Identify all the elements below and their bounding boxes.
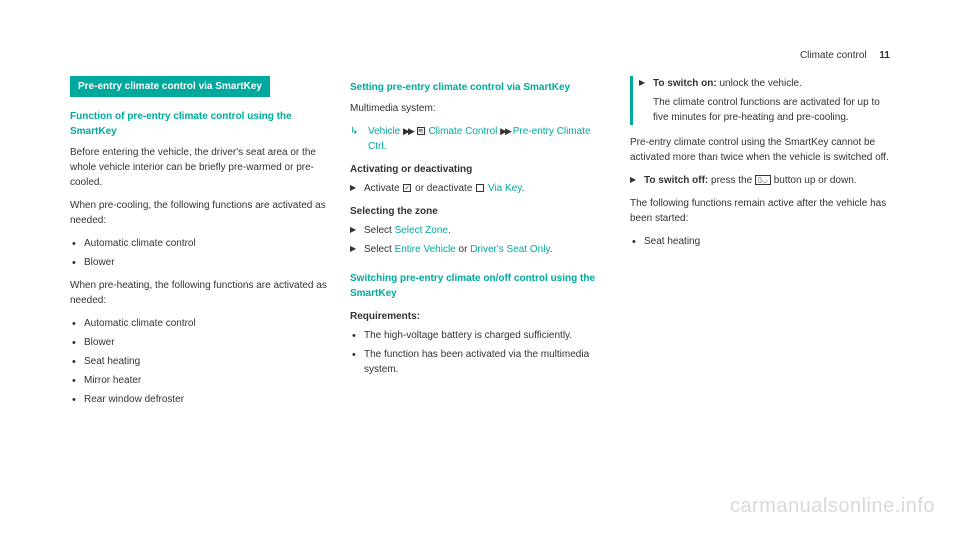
list-item: Seat heating [70, 354, 330, 369]
list-item: The function has been activated via the … [350, 347, 610, 377]
period: . [448, 225, 451, 236]
bullet-list: Seat heating [630, 234, 890, 249]
bullet-list: Automatic climate control Blower Seat he… [70, 316, 330, 407]
list-item: Rear window defroster [70, 392, 330, 407]
column-2: Setting pre-entry climate control via Sm… [350, 76, 610, 415]
column-1: Pre-entry climate control via SmartKey F… [70, 76, 330, 415]
list-item: Blower [70, 335, 330, 350]
step-text: press the [708, 175, 755, 186]
teal-accent-bar [630, 76, 633, 125]
list-item: Seat heating [630, 234, 890, 249]
period: . [550, 244, 553, 255]
menu-option: Entire Vehicle [395, 244, 456, 255]
list-item: Automatic climate control [70, 316, 330, 331]
seat-heat-button-icon: ▯◡ [755, 175, 771, 185]
page-header: Climate control 11 [70, 50, 890, 61]
list-item: Automatic climate control [70, 236, 330, 251]
subheading: Switching pre-entry climate on/off contr… [350, 271, 610, 301]
paragraph: Before entering the vehicle, the driver'… [70, 145, 330, 190]
step-text: Select [364, 244, 395, 255]
unchecked-box-icon [476, 184, 484, 192]
page-number: 11 [879, 50, 890, 61]
instruction-step: Select Select Zone. [350, 223, 610, 238]
instruction-step: To switch off: press the ▯◡ button up or… [630, 173, 890, 188]
note-detail: The climate control functions are activa… [639, 95, 890, 125]
paragraph: Multimedia system: [350, 101, 610, 116]
menu-option: Select Zone [395, 225, 448, 236]
bullet-list: Automatic climate control Blower [70, 236, 330, 270]
menu-option: Via Key [488, 183, 522, 194]
step-text: Select [364, 225, 395, 236]
nav-item: Vehicle [368, 126, 400, 137]
paragraph: Pre-entry climate control using the Smar… [630, 135, 890, 165]
note-content: To switch on: unlock the vehicle. The cl… [639, 76, 890, 125]
step-text: button up or down. [771, 175, 857, 186]
list-item: Blower [70, 255, 330, 270]
section-badge: Pre-entry climate control via SmartKey [70, 76, 270, 97]
checked-box-icon: ✓ [403, 184, 411, 192]
column-3: To switch on: unlock the vehicle. The cl… [630, 76, 890, 415]
step-text: unlock the vehicle. [717, 78, 802, 89]
chevron-icon: ▶▶ [500, 125, 510, 139]
watermark-text: carmanualsonline.info [730, 495, 935, 518]
nav-arrow-icon: ↳ [350, 124, 358, 139]
instruction-step: Activate ✓ or deactivate Via Key. [350, 181, 610, 196]
paragraph: When pre-heating, the following function… [70, 278, 330, 308]
header-section: Climate control [800, 50, 867, 61]
paragraph: When pre-cooling, the following function… [70, 198, 330, 228]
subheading: Setting pre-entry climate control via Sm… [350, 80, 610, 95]
content-columns: Pre-entry climate control via SmartKey F… [70, 76, 890, 415]
bold-text: To switch off: [644, 175, 708, 186]
subheading-bold: Selecting the zone [350, 204, 610, 219]
step-text: Activate [364, 183, 402, 194]
period: . [522, 183, 525, 194]
list-item: The high-voltage battery is charged suff… [350, 328, 610, 343]
step-text: or [456, 244, 470, 255]
instruction-step: To switch on: unlock the vehicle. [639, 76, 890, 91]
bold-text: To switch on: [653, 78, 717, 89]
paragraph: The following functions remain active af… [630, 196, 890, 226]
chevron-icon: ▶▶ [403, 125, 413, 139]
note-block: To switch on: unlock the vehicle. The cl… [630, 76, 890, 125]
nav-item: Climate Control [428, 126, 497, 137]
subheading-bold: Activating or deactivating [350, 162, 610, 177]
bullet-list: The high-voltage battery is charged suff… [350, 328, 610, 377]
subheading-bold: Requirements: [350, 309, 610, 324]
manual-page: Climate control 11 Pre-entry climate con… [0, 0, 960, 533]
list-item: Mirror heater [70, 373, 330, 388]
climate-icon: ≋ [417, 127, 425, 135]
step-text: or deactivate [412, 183, 475, 194]
menu-option: Driver's Seat Only [470, 244, 550, 255]
instruction-step: Select Entire Vehicle or Driver's Seat O… [350, 242, 610, 257]
subheading: Function of pre-entry climate control us… [70, 109, 330, 139]
nav-breadcrumb: ↳ Vehicle ▶▶ ≋ Climate Control ▶▶ Pre-en… [350, 124, 610, 154]
